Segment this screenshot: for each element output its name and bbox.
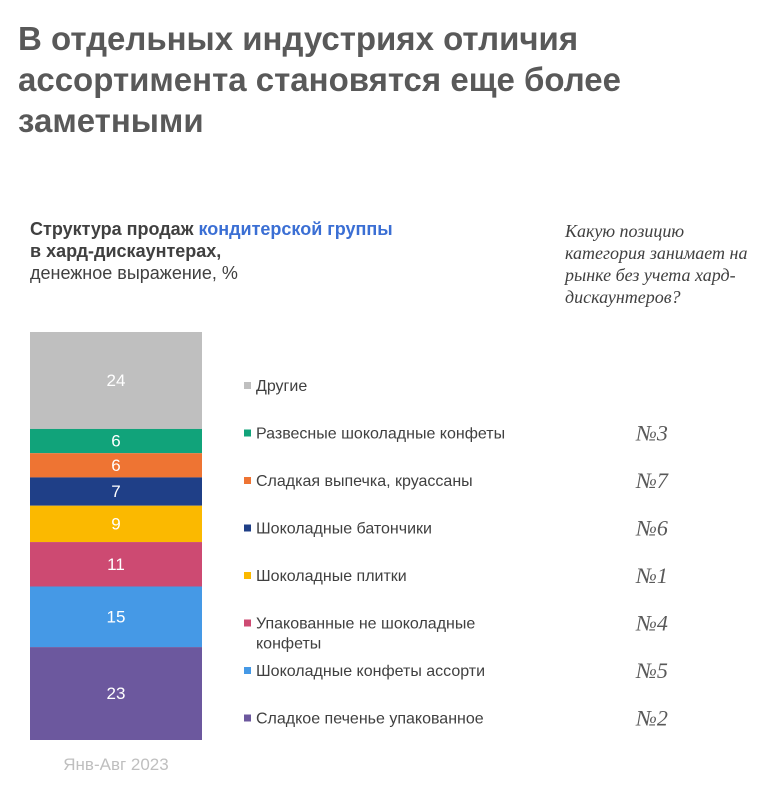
legend-label: Сладкая выпечка, круассаны (256, 473, 473, 490)
data-label: 6 (111, 456, 120, 475)
legend-swatch (244, 714, 251, 722)
rank-label: №2 (635, 706, 668, 731)
data-label: 23 (107, 684, 126, 703)
data-label: 11 (107, 555, 125, 574)
data-label: 6 (111, 432, 120, 451)
legend-swatch (244, 667, 251, 674)
rank-label: №3 (635, 421, 668, 446)
bar-segment (30, 505, 202, 543)
page-title: В отдельных индустриях отличия ассортиме… (18, 20, 622, 139)
data-label: 7 (111, 482, 120, 501)
chart-subtitle: Структура продаж кондитерской группы в х… (30, 218, 470, 284)
data-label: 24 (107, 371, 126, 390)
subtitle-highlight: кондитерской группы (198, 219, 393, 239)
legend-label: Развесные шоколадные конфеты (256, 426, 505, 443)
rank-label: №6 (635, 516, 668, 541)
bar-segment (30, 586, 202, 648)
legend-swatch (244, 619, 251, 627)
legend-swatch (244, 382, 251, 389)
data-label: 15 (107, 607, 126, 626)
rank-label: №4 (635, 611, 668, 636)
rank-label: №7 (635, 468, 669, 493)
legend-label: Упакованные не шоколадные конфеты (256, 616, 475, 653)
bar-segment (30, 428, 202, 454)
bar-segment (30, 453, 202, 478)
legend-label: Шоколадные конфеты ассорти (256, 663, 485, 680)
subtitle-prefix: Структура продаж (30, 219, 199, 239)
x-category-label: Янв-Авг 2023 (63, 755, 169, 774)
data-label: 9 (111, 514, 120, 533)
bar-segment (30, 477, 202, 506)
legend-label: Другие (256, 378, 307, 395)
legend-label: Шоколадные батончики (256, 521, 432, 538)
legend-swatch (244, 524, 251, 532)
legend-label: Сладкое печенье упакованное (256, 711, 484, 728)
bar-segment (30, 542, 202, 587)
bar-segment (30, 647, 202, 740)
rank-label: №1 (635, 563, 668, 588)
legend-swatch (244, 572, 251, 579)
legend-label: Шоколадные плитки (256, 568, 407, 585)
rank-label: №5 (635, 658, 668, 683)
rank-question: Какую позицию категория занимает на рынк… (565, 221, 748, 307)
subtitle-line2: в хард-дискаунтерах, (30, 241, 222, 261)
legend-swatch (244, 429, 251, 437)
subtitle-line3: денежное выражение, % (30, 263, 238, 283)
legend-swatch (244, 477, 251, 484)
bar-segment (30, 332, 202, 429)
